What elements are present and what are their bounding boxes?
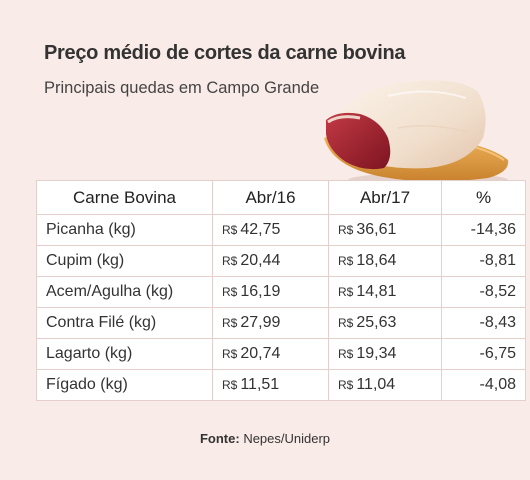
header-abr17: Abr/17	[328, 180, 442, 215]
cut-name: Contra Filé (kg)	[36, 307, 213, 339]
price-value: 27,99	[240, 314, 281, 331]
percent-change: -14,36	[441, 214, 526, 246]
header-percent: %	[441, 180, 526, 215]
price-value: 16,19	[240, 283, 281, 300]
currency-symbol: R$	[338, 223, 354, 237]
source-note: Fonte: Nepes/Uniderp	[0, 431, 530, 446]
price-abr16: R$ 20,44	[212, 245, 329, 277]
price-value: 20,44	[240, 252, 281, 269]
price-abr17: R$ 14,81	[328, 276, 442, 308]
price-table: Carne Bovina Abr/16 Abr/17 % Picanha (kg…	[36, 180, 526, 401]
currency-symbol: R$	[222, 285, 238, 299]
price-value: 36,61	[356, 221, 397, 238]
percent-change: -6,75	[441, 338, 526, 370]
cut-name: Acem/Agulha (kg)	[36, 276, 213, 308]
currency-symbol: R$	[222, 378, 238, 392]
price-abr17: R$ 18,64	[328, 245, 442, 277]
source-text: Nepes/Uniderp	[243, 431, 331, 446]
price-value: 11,04	[356, 376, 396, 393]
table-row: Fígado (kg) R$ 11,51 R$ 11,04 -4,08	[36, 369, 526, 401]
currency-symbol: R$	[222, 316, 238, 330]
page-subtitle: Principais quedas em Campo Grande	[44, 79, 320, 97]
currency-symbol: R$	[222, 254, 238, 268]
cut-name: Picanha (kg)	[36, 214, 213, 246]
price-abr17: R$ 11,04	[328, 369, 442, 401]
price-abr16: R$ 11,51	[212, 369, 329, 401]
price-value: 14,81	[356, 283, 397, 300]
price-abr16: R$ 20,74	[212, 338, 329, 370]
percent-change: -8,52	[441, 276, 526, 308]
price-value: 20,74	[240, 345, 281, 362]
cut-name: Cupim (kg)	[36, 245, 213, 277]
currency-symbol: R$	[338, 254, 354, 268]
price-abr17: R$ 36,61	[328, 214, 442, 246]
table-row: Acem/Agulha (kg) R$ 16,19 R$ 14,81 -8,52	[36, 276, 526, 308]
table-row: Lagarto (kg) R$ 20,74 R$ 19,34 -6,75	[36, 338, 526, 370]
price-value: 25,63	[356, 314, 397, 331]
percent-change: -8,81	[441, 245, 526, 277]
price-value: 42,75	[240, 221, 281, 238]
price-abr16: R$ 27,99	[212, 307, 329, 339]
percent-change: -4,08	[441, 369, 526, 401]
price-value: 19,34	[356, 345, 397, 362]
table-header-row: Carne Bovina Abr/16 Abr/17 %	[36, 180, 526, 215]
currency-symbol: R$	[222, 223, 238, 237]
table-row: Cupim (kg) R$ 20,44 R$ 18,64 -8,81	[36, 245, 526, 277]
currency-symbol: R$	[338, 347, 354, 361]
currency-symbol: R$	[338, 316, 354, 330]
cut-name: Lagarto (kg)	[36, 338, 213, 370]
source-label: Fonte:	[199, 431, 240, 446]
currency-symbol: R$	[338, 285, 354, 299]
currency-symbol: R$	[338, 378, 354, 392]
beef-cut-on-cutting-board-icon	[324, 80, 509, 187]
header-carne-bovina: Carne Bovina	[36, 180, 213, 215]
percent-change: -8,43	[441, 307, 526, 339]
price-value: 18,64	[356, 252, 397, 269]
price-value: 11,51	[240, 376, 280, 393]
page-title: Preço médio de cortes da carne bovina	[44, 42, 406, 64]
table-row: Contra Filé (kg) R$ 27,99 R$ 25,63 -8,43	[36, 307, 526, 339]
price-abr16: R$ 42,75	[212, 214, 329, 246]
header-abr16: Abr/16	[212, 180, 329, 215]
cut-name: Fígado (kg)	[36, 369, 213, 401]
table-row: Picanha (kg) R$ 42,75 R$ 36,61 -14,36	[36, 214, 526, 246]
price-abr17: R$ 19,34	[328, 338, 442, 370]
price-abr16: R$ 16,19	[212, 276, 329, 308]
currency-symbol: R$	[222, 347, 238, 361]
price-abr17: R$ 25,63	[328, 307, 442, 339]
